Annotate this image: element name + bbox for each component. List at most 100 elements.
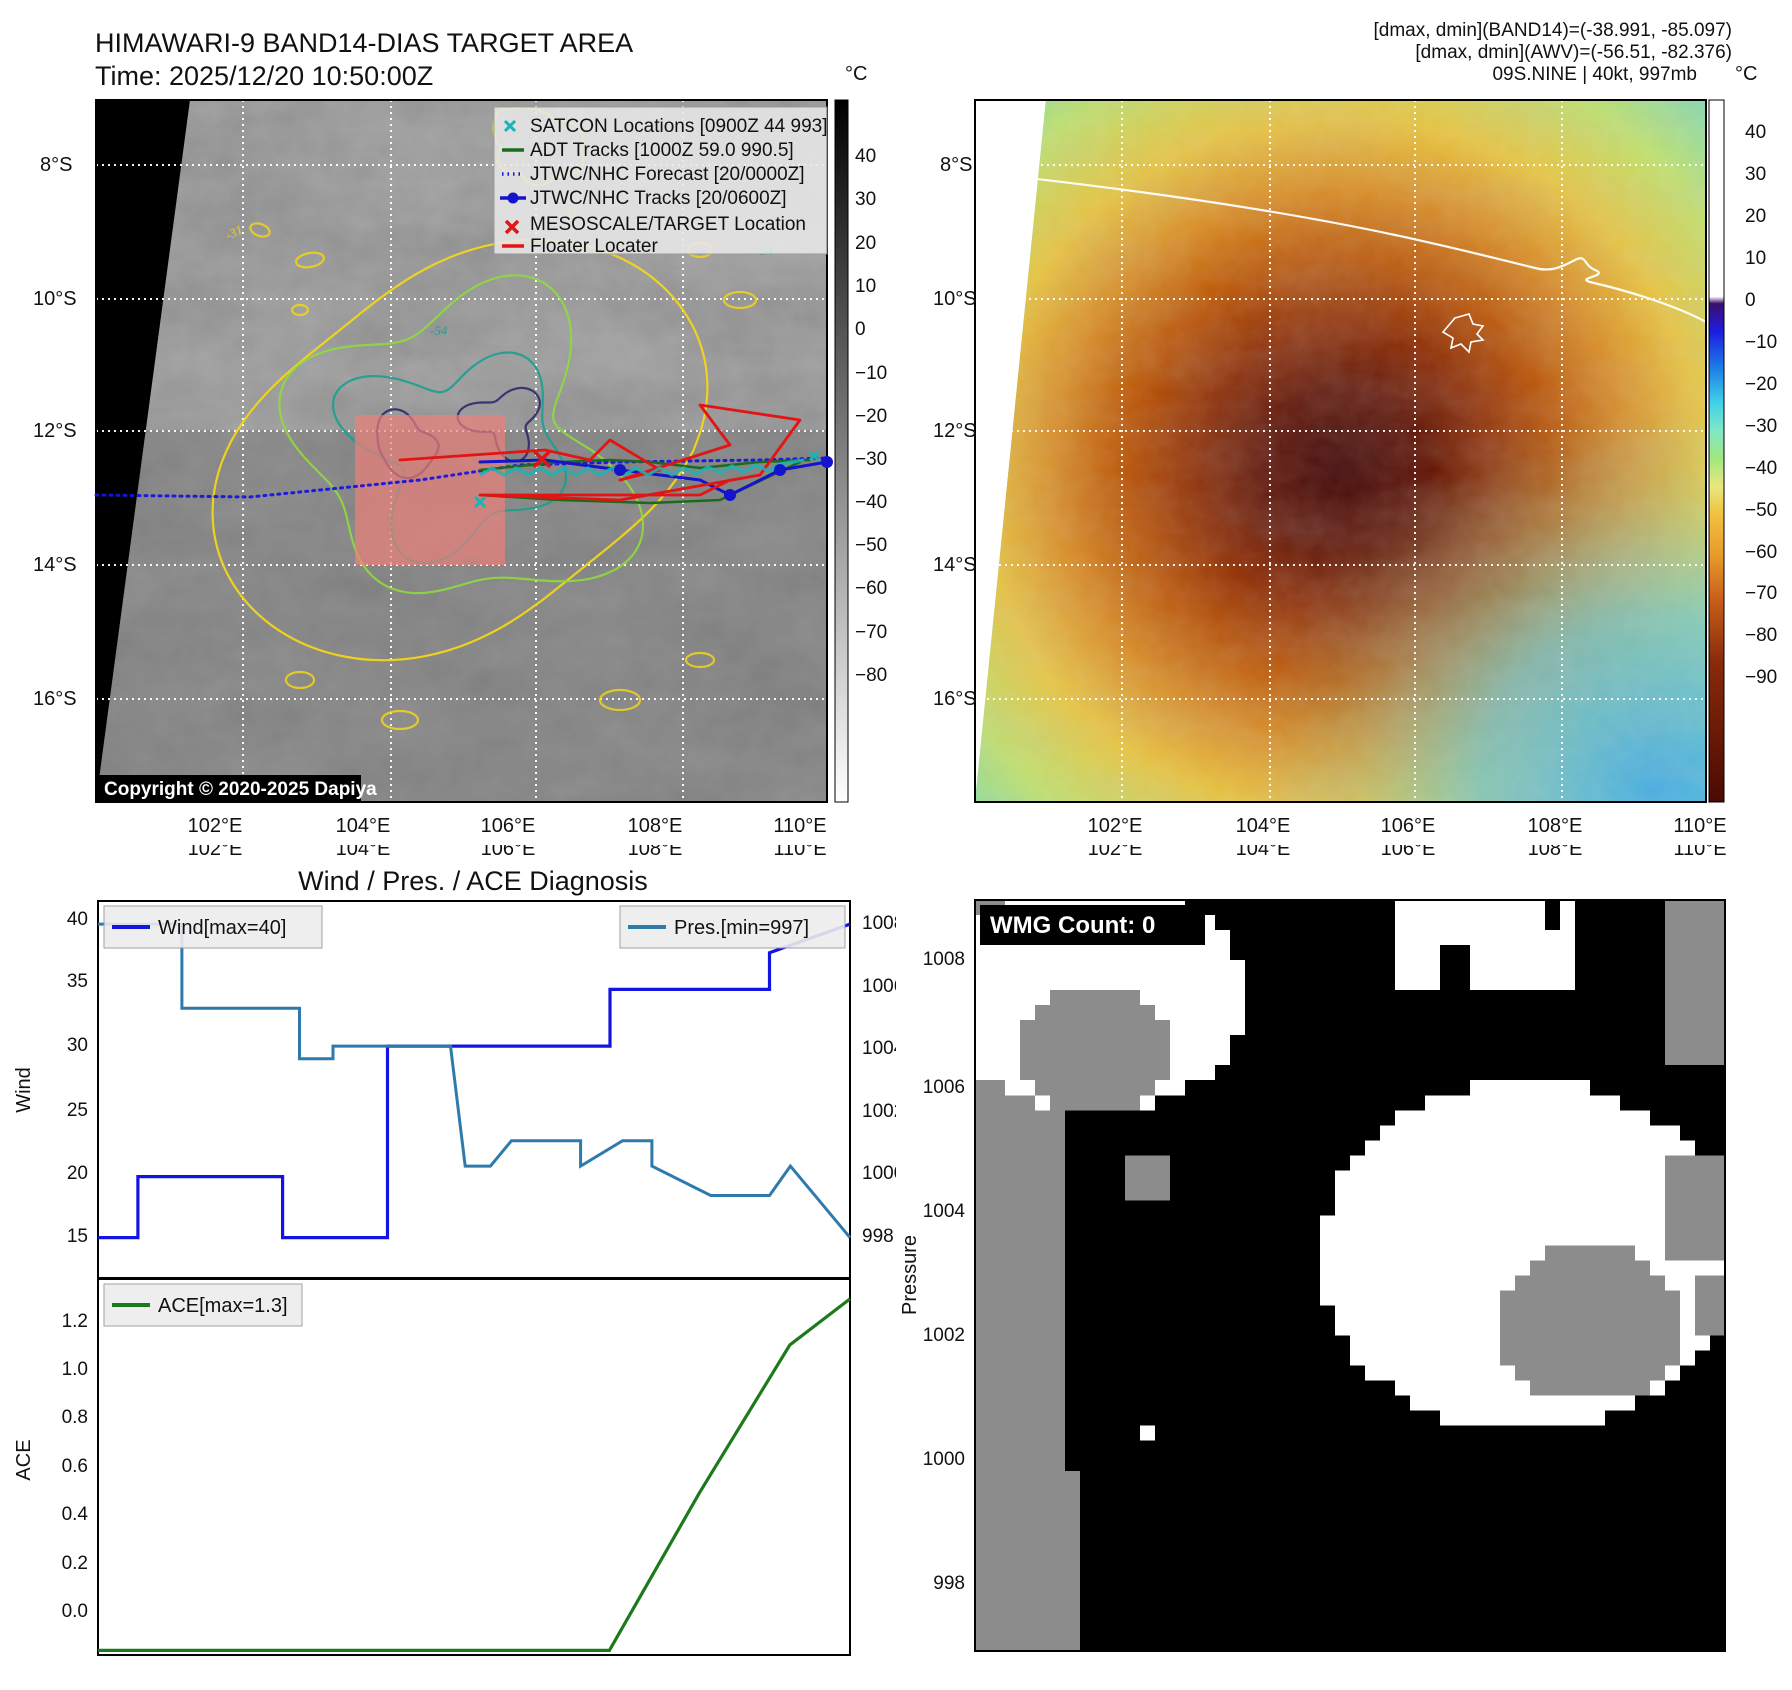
svg-text:1008: 1008 (923, 949, 965, 970)
svg-text:JTWC/NHC Tracks [20/0600Z]: JTWC/NHC Tracks [20/0600Z] (530, 188, 787, 209)
svg-text:110°E: 110°E (773, 815, 826, 837)
svg-text:0: 0 (855, 319, 866, 340)
svg-text:110°E: 110°E (773, 845, 826, 860)
svg-text:20: 20 (1745, 206, 1766, 227)
svg-text:0.8: 0.8 (62, 1407, 88, 1428)
svg-text:ACE[max=1.3]: ACE[max=1.3] (158, 1295, 288, 1317)
svg-text:−30: −30 (855, 449, 887, 470)
svg-text:8°S: 8°S (40, 154, 72, 176)
svg-text:106°E: 106°E (481, 815, 536, 837)
svg-text:20: 20 (855, 233, 876, 254)
svg-text:10°S: 10°S (33, 288, 77, 310)
svg-text:−70: −70 (855, 622, 887, 643)
svg-text:16°S: 16°S (933, 688, 977, 710)
svg-text:0.4: 0.4 (62, 1504, 89, 1525)
svg-text:110°E: 110°E (1673, 815, 1726, 837)
svg-text:998: 998 (862, 1226, 894, 1247)
svg-text:MESOSCALE/TARGET Location: MESOSCALE/TARGET Location (530, 214, 806, 235)
svg-text:−10: −10 (1745, 332, 1777, 353)
svg-text:104°E: 104°E (336, 845, 391, 860)
svg-text:40: 40 (1745, 122, 1766, 143)
svg-text:−90: −90 (1745, 667, 1777, 688)
svg-text:110°E: 110°E (1673, 845, 1726, 860)
svg-text:102°E: 102°E (1088, 845, 1143, 860)
svg-text:104°E: 104°E (1236, 845, 1291, 860)
svg-text:12°S: 12°S (33, 420, 77, 442)
svg-text:102°E: 102°E (1088, 815, 1143, 837)
svg-text:0.2: 0.2 (62, 1553, 88, 1574)
svg-text:35: 35 (67, 971, 88, 992)
svg-text:40: 40 (855, 146, 876, 167)
svg-text:ADT Tracks [1000Z 59.0 990.5]: ADT Tracks [1000Z 59.0 990.5] (530, 140, 794, 161)
svg-text:−80: −80 (1745, 625, 1777, 646)
svg-text:−20: −20 (1745, 374, 1777, 395)
svg-text:JTWC/NHC Forecast [20/0000Z]: JTWC/NHC Forecast [20/0000Z] (530, 164, 805, 185)
svg-text:10: 10 (1745, 248, 1766, 269)
svg-text:ACE: ACE (13, 1439, 35, 1480)
svg-text:12°S: 12°S (933, 420, 977, 442)
svg-text:15: 15 (67, 1226, 88, 1247)
svg-text:10: 10 (855, 276, 876, 297)
svg-text:998: 998 (933, 1573, 965, 1594)
svg-text:−60: −60 (1745, 542, 1777, 563)
svg-text:Pres.[min=997]: Pres.[min=997] (674, 917, 809, 939)
svg-text:Floater Locater: Floater Locater (530, 236, 658, 257)
svg-text:102°E: 102°E (188, 845, 243, 860)
svg-text:Wind[max=40]: Wind[max=40] (158, 917, 286, 939)
svg-text:Pressure: Pressure (899, 1235, 921, 1315)
svg-text:−10: −10 (855, 363, 887, 384)
svg-text:1006: 1006 (923, 1077, 965, 1098)
svg-text:°C: °C (845, 63, 867, 85)
svg-text:−40: −40 (1745, 458, 1777, 479)
svg-text:1.2: 1.2 (62, 1311, 88, 1332)
svg-text:108°E: 108°E (1528, 815, 1583, 837)
svg-text:°C: °C (1735, 63, 1757, 85)
svg-text:30: 30 (855, 189, 876, 210)
svg-text:106°E: 106°E (1381, 845, 1436, 860)
svg-text:Wind / Pres. / ACE Diagnosis: Wind / Pres. / ACE Diagnosis (298, 866, 648, 896)
svg-text:30: 30 (1745, 164, 1766, 185)
svg-text:WMG Count: 0: WMG Count: 0 (990, 912, 1155, 939)
svg-text:14°S: 14°S (33, 554, 77, 576)
svg-text:106°E: 106°E (1381, 815, 1436, 837)
svg-text:1004: 1004 (923, 1201, 966, 1222)
svg-text:−80: −80 (855, 665, 887, 686)
svg-text:10°S: 10°S (933, 288, 977, 310)
svg-text:-54: -54 (430, 323, 448, 338)
svg-text:8°S: 8°S (940, 154, 972, 176)
svg-text:1008: 1008 (862, 913, 896, 934)
svg-text:102°E: 102°E (188, 815, 243, 837)
svg-text:20: 20 (67, 1163, 88, 1184)
svg-text:1004: 1004 (862, 1038, 896, 1059)
svg-text:14°S: 14°S (933, 554, 977, 576)
svg-text:−50: −50 (855, 535, 887, 556)
svg-text:−60: −60 (855, 578, 887, 599)
svg-text:25: 25 (67, 1100, 88, 1121)
svg-text:Wind: Wind (13, 1067, 35, 1113)
svg-text:Copyright © 2020-2025 Dapiya: Copyright © 2020-2025 Dapiya (104, 779, 377, 800)
svg-text:40: 40 (67, 909, 88, 930)
svg-text:−50: −50 (1745, 500, 1777, 521)
svg-text:−40: −40 (855, 492, 887, 513)
svg-text:1006: 1006 (862, 976, 896, 997)
svg-text:1000: 1000 (862, 1163, 896, 1184)
svg-text:0.6: 0.6 (62, 1456, 88, 1477)
svg-text:SATCON Locations [0900Z 44 993: SATCON Locations [0900Z 44 993] (530, 116, 827, 137)
svg-text:30: 30 (67, 1035, 88, 1056)
svg-text:106°E: 106°E (481, 845, 536, 860)
svg-text:104°E: 104°E (1236, 815, 1291, 837)
svg-text:108°E: 108°E (1528, 845, 1583, 860)
svg-text:16°S: 16°S (33, 688, 77, 710)
svg-text:−30: −30 (1745, 416, 1777, 437)
svg-text:−20: −20 (855, 406, 887, 427)
svg-text:1.0: 1.0 (62, 1359, 88, 1380)
svg-text:1002: 1002 (923, 1325, 965, 1346)
svg-text:1000: 1000 (923, 1449, 965, 1470)
svg-text:0.0: 0.0 (62, 1601, 88, 1622)
svg-text:−70: −70 (1745, 583, 1777, 604)
svg-text:108°E: 108°E (628, 815, 683, 837)
svg-text:104°E: 104°E (336, 815, 391, 837)
svg-text:1002: 1002 (862, 1101, 896, 1122)
svg-text:108°E: 108°E (628, 845, 683, 860)
svg-text:0: 0 (1745, 290, 1756, 311)
